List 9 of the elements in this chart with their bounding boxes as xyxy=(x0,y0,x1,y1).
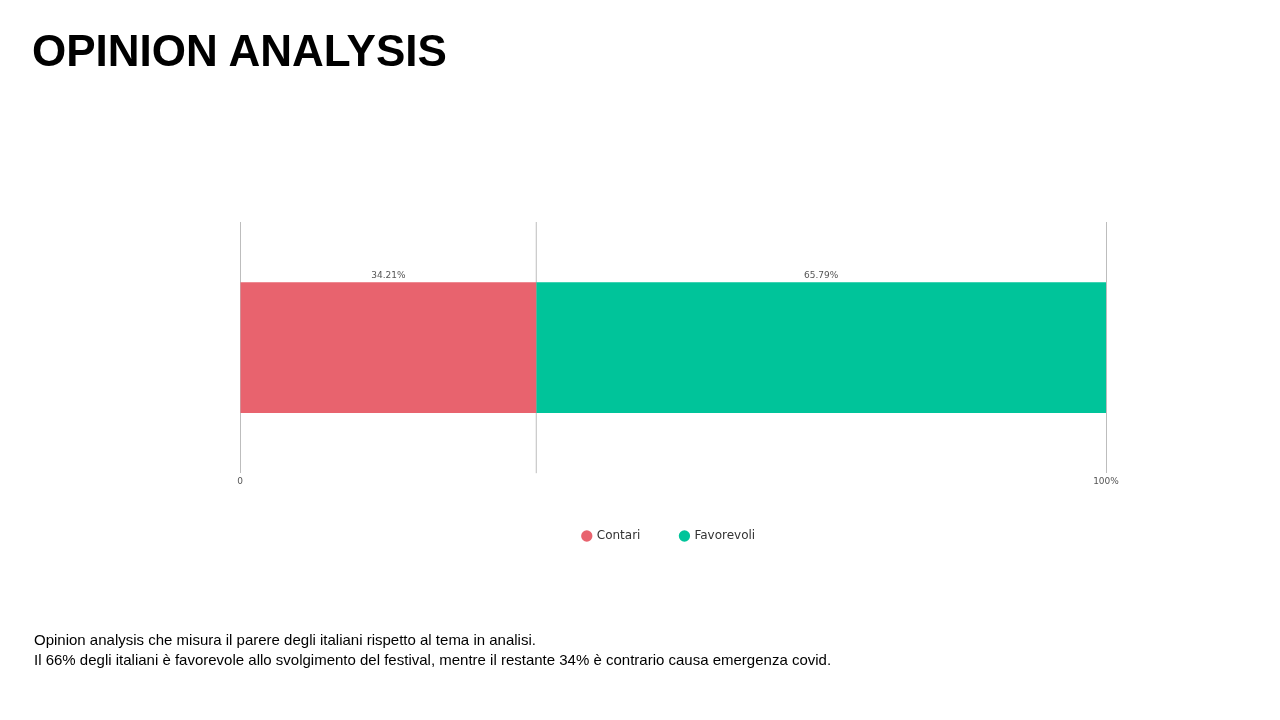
text: Il 66% degli italiani è favorevole allo svolgimento del festival, mentre il restante 34% è contrario causa emergenza covid. xyxy=(34,650,832,670)
data-label: 34.21% xyxy=(371,270,406,281)
x-tick-label: 100% xyxy=(1093,475,1120,486)
legend-label: Contari xyxy=(596,528,641,543)
text: Opinion analysis che misura il parere degli italiani rispetto al tema in analisi. xyxy=(34,630,537,650)
chart-title: OPINION ANALYSIS xyxy=(32,26,447,76)
x-tick-label: 0 xyxy=(237,475,244,486)
legend-label: Favorevoli xyxy=(694,528,756,543)
data-label: 65.79% xyxy=(803,270,839,281)
